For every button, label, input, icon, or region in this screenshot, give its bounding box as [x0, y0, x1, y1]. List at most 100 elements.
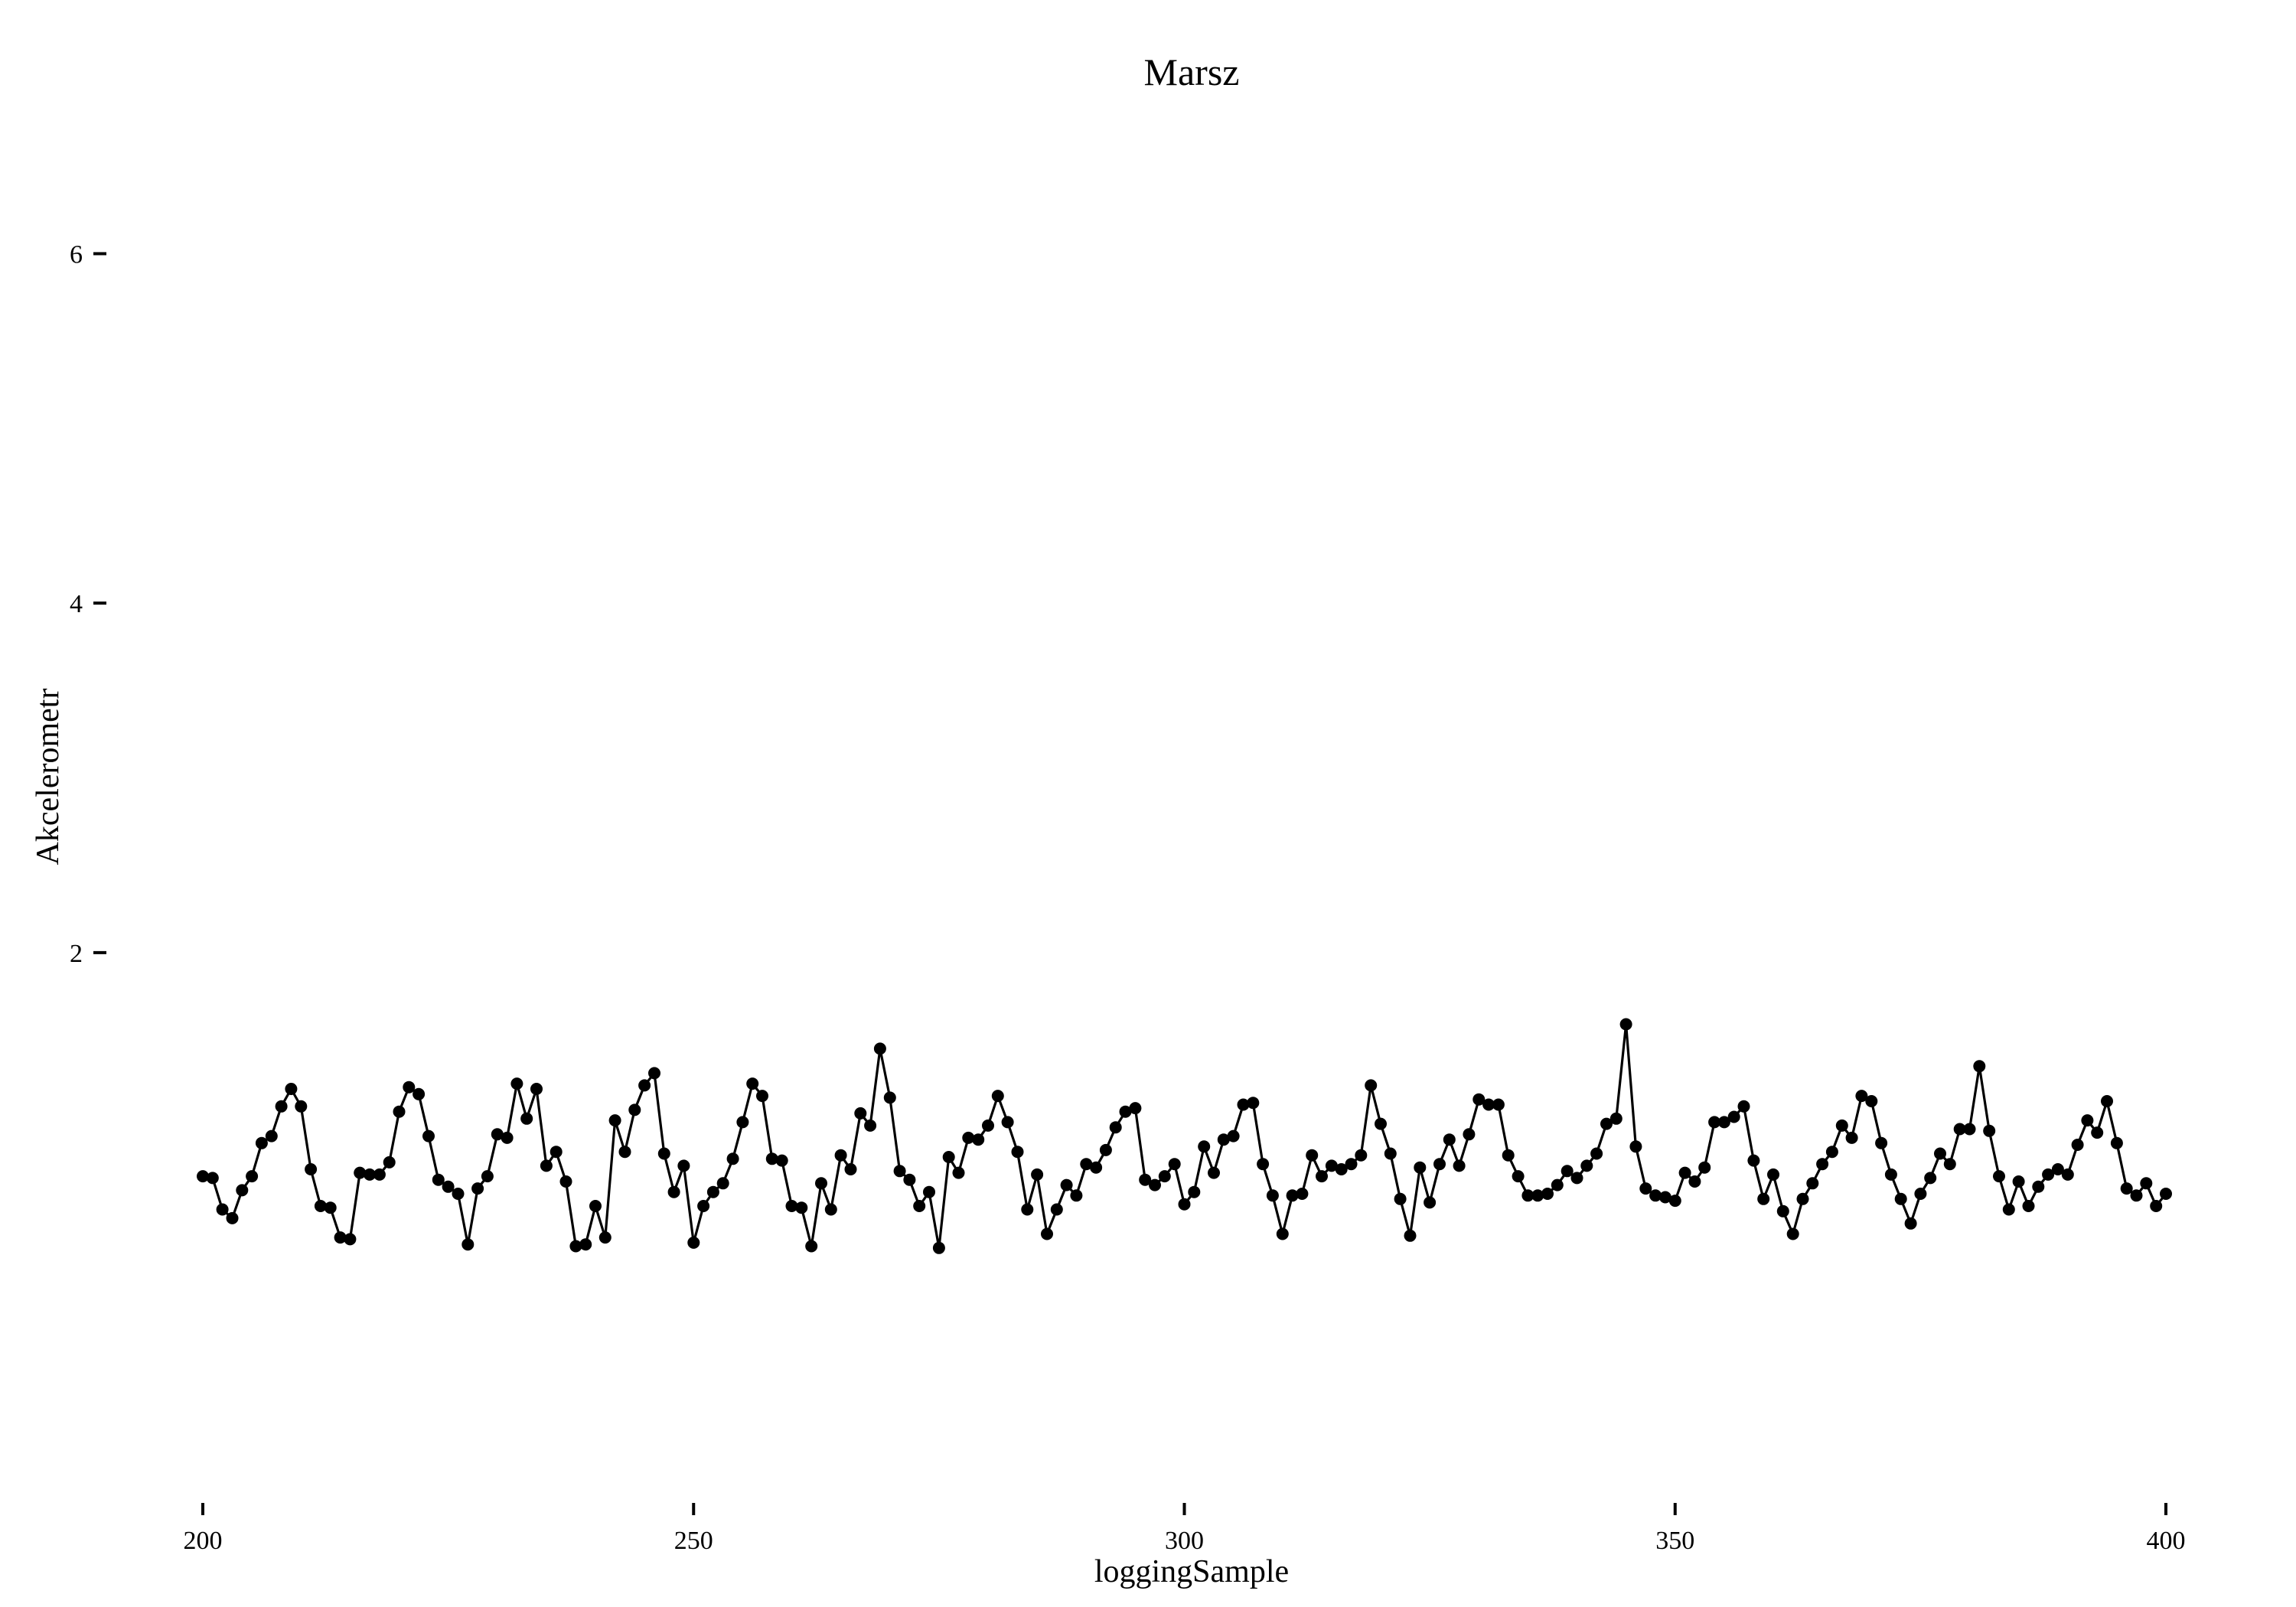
data-point [618, 1146, 631, 1159]
data-point [1747, 1154, 1760, 1167]
data-point [972, 1133, 985, 1146]
data-point [1424, 1196, 1437, 1209]
data-point [422, 1129, 435, 1143]
data-point [1521, 1189, 1534, 1202]
data-point [314, 1200, 327, 1212]
data-point [1355, 1149, 1368, 1162]
data-point [1404, 1229, 1417, 1242]
data-point [305, 1163, 318, 1175]
data-point [1983, 1124, 1996, 1137]
data-point [471, 1182, 484, 1195]
data-point [716, 1177, 729, 1190]
data-point [962, 1131, 975, 1144]
data-point [579, 1238, 592, 1251]
data-point [991, 1090, 1004, 1103]
data-point [2002, 1203, 2015, 1216]
data-point [844, 1163, 857, 1175]
data-point [1345, 1158, 1358, 1171]
data-point [1001, 1116, 1014, 1129]
data-point [1924, 1172, 1937, 1185]
data-point [216, 1203, 229, 1216]
data-point [2110, 1136, 2123, 1149]
data-point [697, 1200, 710, 1212]
data-point [1943, 1158, 1956, 1171]
data-point [461, 1238, 475, 1251]
data-point [2081, 1114, 2094, 1127]
data-point [1178, 1198, 1191, 1211]
data-point [501, 1131, 514, 1144]
data-point [295, 1100, 308, 1113]
data-point [2042, 1168, 2055, 1181]
data-point [1492, 1098, 1505, 1111]
data-point [756, 1090, 768, 1103]
data-point [1512, 1170, 1525, 1183]
data-point [1767, 1168, 1779, 1181]
data-point [1325, 1159, 1338, 1172]
data-point [932, 1241, 945, 1254]
data-point [1237, 1098, 1250, 1111]
data-point [1394, 1192, 1407, 1205]
data-point [354, 1166, 367, 1179]
data-point [1109, 1121, 1122, 1134]
data-point [1198, 1140, 1211, 1153]
data-point [403, 1081, 416, 1094]
data-point [1158, 1170, 1171, 1183]
data-point [1717, 1116, 1730, 1129]
data-point [2130, 1189, 2143, 1202]
data-point [1050, 1203, 1063, 1216]
data-point [1678, 1166, 1691, 1179]
data-point [1875, 1136, 1888, 1149]
data-point [982, 1119, 994, 1132]
data-point [1041, 1227, 1053, 1240]
data-point [413, 1087, 426, 1100]
data-point [540, 1159, 553, 1172]
x-tick-label: 300 [1165, 1527, 1204, 1555]
data-point [1609, 1112, 1623, 1125]
data-point [1561, 1165, 1574, 1178]
data-point [1335, 1163, 1348, 1175]
data-point [1129, 1102, 1142, 1115]
data-point [344, 1233, 357, 1246]
data-point [883, 1091, 896, 1104]
data-point [1060, 1178, 1073, 1191]
data-point [1375, 1117, 1387, 1130]
data-point [1384, 1147, 1397, 1160]
data-point [1698, 1161, 1711, 1174]
data-point [1727, 1110, 1740, 1123]
data-point [805, 1240, 818, 1253]
data-point [1551, 1178, 1564, 1191]
data-point [1629, 1140, 1642, 1153]
data-point [1904, 1217, 1917, 1230]
data-point [2101, 1095, 2113, 1107]
data-point [1570, 1172, 1583, 1185]
data-point [432, 1173, 445, 1186]
data-point [1070, 1189, 1083, 1202]
data-point [1884, 1168, 1897, 1181]
data-point [1835, 1119, 1848, 1132]
data-point [1473, 1093, 1486, 1106]
data-point [285, 1083, 298, 1095]
data-point [334, 1231, 347, 1244]
data-point [197, 1170, 209, 1183]
data-point [1668, 1195, 1681, 1208]
data-point [1453, 1159, 1466, 1172]
data-point [1776, 1204, 1789, 1217]
x-axis: 200 250 300 350 400 [184, 1503, 2186, 1555]
data-point [255, 1136, 268, 1149]
data-point [1757, 1192, 1770, 1205]
data-point [1914, 1188, 1927, 1200]
data-point [2012, 1175, 2025, 1188]
data-point [1973, 1060, 1986, 1073]
y-tick-label: 4 [70, 590, 83, 618]
data-point [550, 1146, 563, 1159]
data-point [1737, 1100, 1750, 1113]
data-point [1276, 1227, 1289, 1240]
data-point [1168, 1158, 1181, 1171]
x-tick-label: 250 [674, 1527, 713, 1555]
data-point [1845, 1131, 1858, 1144]
data-point [520, 1112, 533, 1125]
data-point [1502, 1149, 1515, 1162]
data-point [491, 1128, 504, 1141]
data-point [1934, 1147, 1946, 1160]
